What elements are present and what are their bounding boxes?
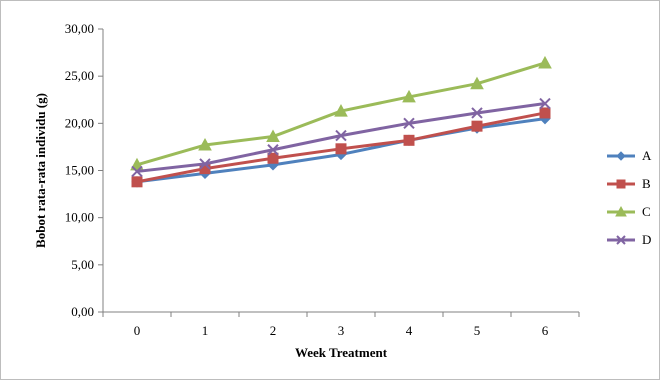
series-C bbox=[130, 55, 552, 171]
y-tick-label: 15,00 bbox=[65, 163, 94, 178]
data-point-square bbox=[539, 107, 551, 119]
data-point-x bbox=[335, 129, 347, 142]
y-axis-title: Bobot rata-rata individu (g) bbox=[33, 93, 48, 248]
data-point-x bbox=[471, 107, 483, 119]
y-tick-label: 5,00 bbox=[71, 257, 94, 272]
legend-item-D: D bbox=[607, 232, 651, 247]
data-point-diamond bbox=[616, 151, 626, 161]
y-tick-labels: 0,00 5,00 10,00 15,00 20,00 25,00 30,00 bbox=[65, 21, 103, 319]
legend-label: B bbox=[642, 176, 651, 191]
data-point-square bbox=[267, 152, 279, 164]
legend-item-A: A bbox=[607, 148, 652, 163]
y-tick-label: 10,00 bbox=[65, 210, 94, 225]
data-point-square bbox=[403, 134, 415, 146]
data-point-square bbox=[335, 143, 347, 155]
data-point-triangle bbox=[615, 205, 627, 217]
x-tick-label: 4 bbox=[406, 323, 413, 338]
legend-item-B: B bbox=[607, 176, 651, 191]
x-tick-labels: 0 1 2 3 4 5 6 bbox=[102, 312, 580, 338]
data-point-triangle bbox=[266, 129, 280, 143]
x-tick-label: 0 bbox=[134, 323, 141, 338]
x-axis-title: Week Treatment bbox=[295, 345, 388, 360]
data-point-square bbox=[131, 176, 143, 188]
series-D bbox=[131, 97, 551, 178]
x-tick-label: 5 bbox=[474, 323, 481, 338]
series-B bbox=[131, 107, 551, 188]
legend-label: D bbox=[642, 232, 651, 247]
data-point-triangle bbox=[198, 137, 212, 151]
y-tick-label: 0,00 bbox=[71, 304, 94, 319]
data-point-x bbox=[131, 165, 143, 178]
data-point-square bbox=[616, 179, 626, 189]
data-point-x bbox=[199, 158, 211, 170]
y-tick-label: 20,00 bbox=[65, 115, 94, 130]
x-tick-label: 6 bbox=[542, 323, 549, 338]
legend-item-C: C bbox=[607, 204, 651, 219]
data-point-triangle bbox=[470, 76, 484, 90]
x-tick-label: 1 bbox=[202, 323, 209, 338]
x-tick-label: 2 bbox=[270, 323, 277, 338]
data-point-triangle bbox=[402, 89, 416, 103]
data-point-square bbox=[471, 120, 483, 132]
data-point-x bbox=[403, 117, 415, 130]
x-tick-label: 3 bbox=[338, 323, 345, 338]
axes bbox=[102, 29, 579, 313]
series-group bbox=[130, 55, 552, 188]
legend-label: C bbox=[642, 204, 651, 219]
data-point-x bbox=[616, 235, 626, 245]
y-tick-label: 30,00 bbox=[65, 21, 94, 36]
data-point-triangle bbox=[538, 55, 552, 69]
data-point-x bbox=[539, 97, 551, 110]
legend-label: A bbox=[642, 148, 652, 163]
y-tick-label: 25,00 bbox=[65, 68, 94, 83]
data-point-x bbox=[267, 144, 279, 156]
data-point-triangle bbox=[334, 104, 348, 117]
